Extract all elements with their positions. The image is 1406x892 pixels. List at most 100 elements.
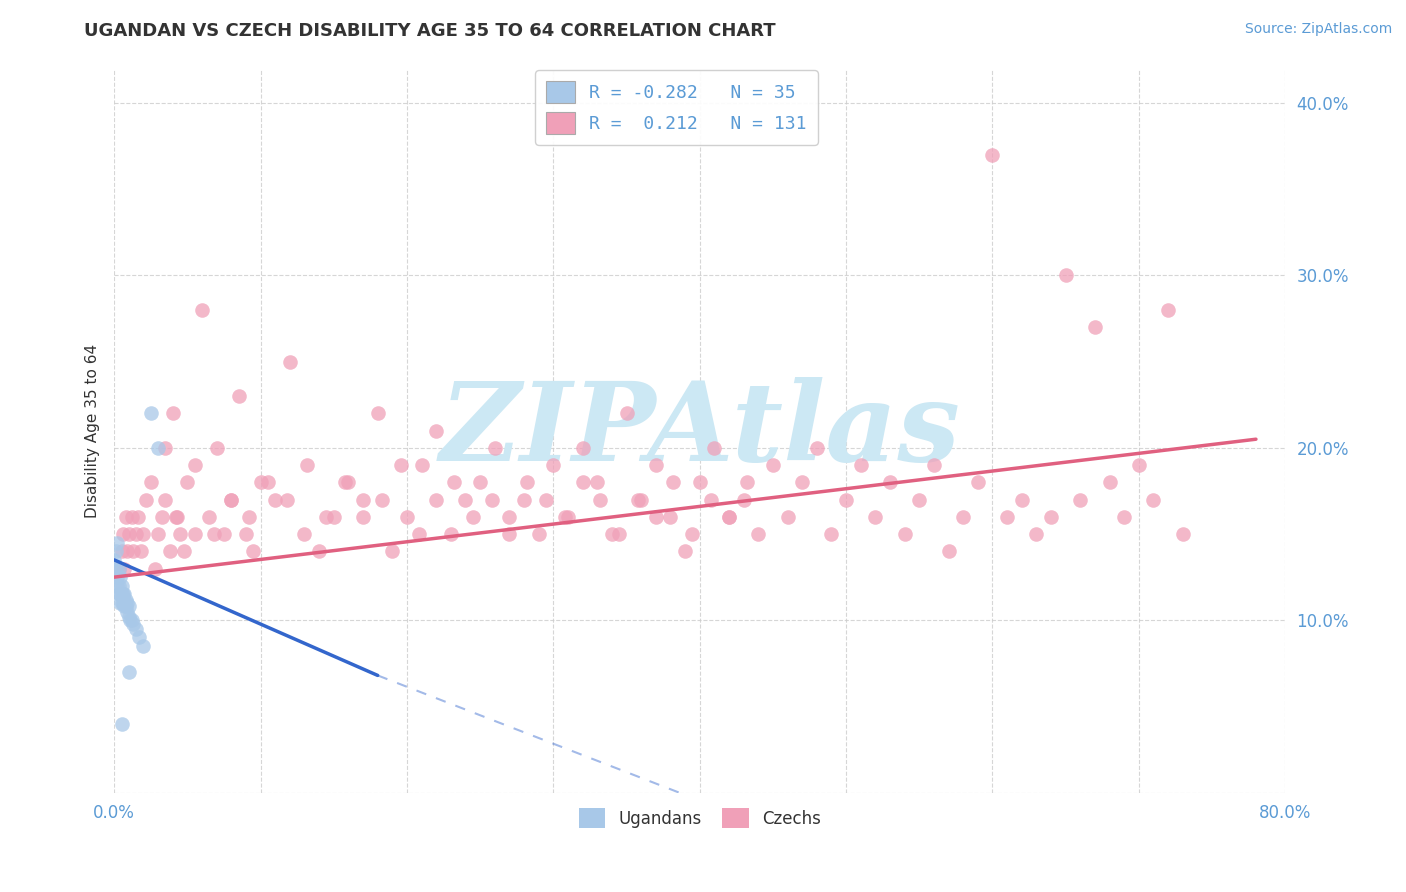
Point: [107, 561, 129, 575]
Point: [616, 406, 638, 420]
Point: [689, 475, 711, 490]
Point: [966, 475, 988, 490]
Point: [107, 587, 129, 601]
Point: [735, 475, 758, 490]
Point: [484, 441, 506, 455]
Point: [352, 492, 374, 507]
Point: [315, 509, 337, 524]
Point: [294, 527, 316, 541]
Point: [1069, 492, 1091, 507]
Point: [733, 492, 755, 507]
Point: [146, 441, 169, 455]
Point: [498, 509, 520, 524]
Point: [952, 509, 974, 524]
Point: [454, 492, 477, 507]
Point: [586, 475, 609, 490]
Point: [105, 570, 128, 584]
Point: [762, 458, 785, 472]
Point: [981, 147, 1004, 161]
Point: [352, 509, 374, 524]
Point: [202, 527, 225, 541]
Point: [879, 475, 901, 490]
Point: [114, 599, 136, 614]
Point: [425, 424, 447, 438]
Point: [114, 561, 136, 575]
Point: [120, 613, 142, 627]
Point: [1025, 527, 1047, 541]
Point: [673, 544, 696, 558]
Point: [411, 458, 433, 472]
Point: [139, 406, 162, 420]
Point: [662, 475, 685, 490]
Point: [1098, 475, 1121, 490]
Point: [191, 302, 214, 317]
Point: [162, 406, 184, 420]
Point: [543, 458, 565, 472]
Point: [118, 527, 141, 541]
Point: [681, 527, 703, 541]
Point: [228, 389, 250, 403]
Point: [104, 561, 127, 575]
Point: [627, 492, 650, 507]
Point: [276, 492, 298, 507]
Point: [249, 475, 271, 490]
Point: [717, 509, 740, 524]
Point: [600, 527, 623, 541]
Point: [129, 544, 152, 558]
Point: [806, 441, 828, 455]
Point: [995, 509, 1018, 524]
Point: [308, 544, 330, 558]
Point: [644, 458, 666, 472]
Point: [118, 599, 141, 614]
Point: [461, 509, 484, 524]
Point: [589, 492, 612, 507]
Point: [143, 561, 166, 575]
Text: ZIPAtlas: ZIPAtlas: [439, 376, 960, 484]
Point: [125, 527, 148, 541]
Point: [516, 475, 538, 490]
Point: [117, 605, 139, 619]
Point: [173, 544, 195, 558]
Point: [1054, 268, 1077, 283]
Point: [221, 492, 243, 507]
Point: [110, 587, 132, 601]
Point: [557, 509, 579, 524]
Point: [110, 716, 132, 731]
Point: [146, 527, 169, 541]
Point: [371, 492, 394, 507]
Point: [700, 492, 723, 507]
Point: [183, 527, 205, 541]
Point: [703, 441, 725, 455]
Point: [893, 527, 915, 541]
Point: [630, 492, 652, 507]
Point: [337, 475, 360, 490]
Point: [111, 587, 134, 601]
Point: [776, 509, 799, 524]
Point: [165, 509, 187, 524]
Point: [235, 527, 257, 541]
Point: [221, 492, 243, 507]
Legend: Ugandans, Czechs: Ugandans, Czechs: [572, 801, 827, 835]
Point: [395, 509, 418, 524]
Point: [443, 475, 465, 490]
Point: [938, 544, 960, 558]
Point: [1011, 492, 1033, 507]
Point: [440, 527, 463, 541]
Point: [183, 458, 205, 472]
Point: [335, 475, 357, 490]
Point: [468, 475, 491, 490]
Point: [118, 665, 141, 679]
Point: [1157, 302, 1180, 317]
Point: [107, 561, 129, 575]
Point: [125, 622, 148, 636]
Point: [121, 509, 143, 524]
Point: [110, 579, 132, 593]
Point: [908, 492, 931, 507]
Point: [205, 441, 228, 455]
Point: [498, 527, 520, 541]
Point: [607, 527, 630, 541]
Point: [278, 354, 301, 368]
Point: [108, 570, 131, 584]
Point: [367, 406, 389, 420]
Point: [1040, 509, 1063, 524]
